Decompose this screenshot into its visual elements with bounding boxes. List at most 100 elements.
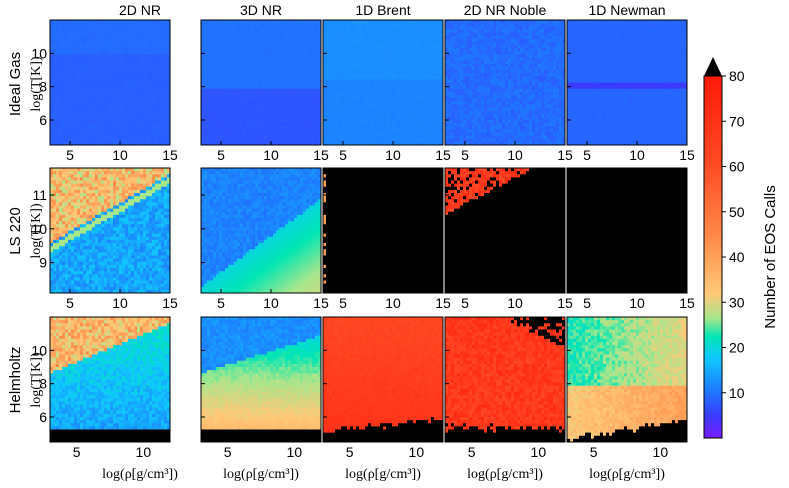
x-tick-label: 10 <box>287 444 303 460</box>
panel-frame <box>322 167 444 294</box>
panel-helmholtz-2d-nr: 5 10 6 8 10 <box>31 316 171 460</box>
x-tick-label: 15 <box>162 295 178 311</box>
panel-helmholtz-3d-nr: 5 10 <box>200 316 322 460</box>
x-axis-label-col3: log(ρ[g/cm³]) <box>345 467 421 482</box>
x-tick-label: 5 <box>346 444 354 460</box>
x-tick-label: 10 <box>263 147 279 163</box>
x-tick-label: 10 <box>385 147 401 163</box>
row-ylabel-helmholtz: log(T[K]) <box>29 352 44 408</box>
colorbar-tick-label: 60 <box>729 159 745 175</box>
y-tick-label: 9 <box>39 255 47 271</box>
column-title-2d-nr-noble: 2D NR Noble <box>464 2 547 18</box>
y-tick-label: 6 <box>39 409 47 425</box>
x-axis-label-col1: log(ρ[g/cm³]) <box>102 467 178 482</box>
x-tick-label: 5 <box>339 147 347 163</box>
x-tick-label: 15 <box>557 295 573 311</box>
row-label-ls220: LS 220 <box>7 207 24 255</box>
x-tick-label: 5 <box>590 444 598 460</box>
panel-helmholtz-1d-newman: 5 10 <box>566 316 688 460</box>
x-tick-label: 15 <box>679 147 695 163</box>
y-tick-label: 6 <box>39 112 47 128</box>
panel-ideal-gas-1d-newman: 5 10 15 <box>566 19 695 163</box>
y-tick-label: 8 <box>39 376 47 392</box>
panel-frame <box>566 19 688 146</box>
column-title-1d-brent: 1D Brent <box>355 2 410 18</box>
panel-frame <box>444 316 566 443</box>
panel-frame <box>49 167 171 294</box>
x-tick-label: 5 <box>583 295 591 311</box>
x-tick-label: 15 <box>435 147 451 163</box>
x-axis-label-col5: log(ρ[g/cm³]) <box>589 467 665 482</box>
panel-ls-220-1d-newman: 5 10 15 <box>566 167 695 311</box>
x-tick-label: 10 <box>112 147 128 163</box>
x-axis-label-col4: log(ρ[g/cm³]) <box>467 467 543 482</box>
panel-helmholtz-1d-brent: 5 10 <box>322 316 444 460</box>
column-title-1d-newman: 1D Newman <box>588 2 665 18</box>
panel-ls-220-3d-nr: 5 10 15 <box>200 167 329 311</box>
panel-frame <box>444 19 566 146</box>
x-tick-label: 10 <box>136 444 152 460</box>
panel-frame <box>566 316 688 443</box>
x-tick-label: 10 <box>409 444 425 460</box>
panel-frame <box>444 167 566 294</box>
x-tick-label: 10 <box>112 295 128 311</box>
x-tick-label: 10 <box>653 444 669 460</box>
x-tick-label: 10 <box>385 295 401 311</box>
panel-frame <box>200 19 322 146</box>
row-ylabel-ls220: log(T[K]) <box>29 203 44 259</box>
x-tick-label: 5 <box>468 444 476 460</box>
colorbar-tick-label: 70 <box>729 113 745 129</box>
panel-frame <box>200 316 322 443</box>
panel-ideal-gas-2d-nr-noble: 5 10 15 <box>444 19 573 163</box>
column-title-3d-nr: 3D NR <box>240 2 282 18</box>
x-tick-label: 15 <box>313 295 329 311</box>
panel-helmholtz-2d-nr-noble: 5 10 <box>444 316 566 460</box>
colorbar-tick-label: 20 <box>729 340 745 356</box>
colorbar: 10 20 30 40 50 60 70 80 Number of EOS Calls <box>703 57 779 439</box>
x-tick-label: 5 <box>66 295 74 311</box>
colorbar-tick-label: 30 <box>729 294 745 310</box>
panel-frame <box>322 316 444 443</box>
colorbar-tick-label: 10 <box>729 385 745 401</box>
y-tick-label: 10 <box>31 45 47 61</box>
x-tick-label: 15 <box>313 147 329 163</box>
panel-ls-220-2d-nr: 5 10 15 9 10 11 <box>31 167 178 311</box>
x-tick-label: 10 <box>629 295 645 311</box>
y-tick-label: 11 <box>32 187 47 203</box>
colorbar-gradient <box>703 75 723 439</box>
x-axis-label-col2: log(ρ[g/cm³]) <box>223 467 299 482</box>
panel-ls-220-2d-nr-noble: 5 10 15 <box>444 167 573 311</box>
x-tick-label: 5 <box>461 295 469 311</box>
x-tick-label: 5 <box>583 147 591 163</box>
row-label-ideal-gas: Ideal Gas <box>7 52 24 116</box>
y-tick-label: 8 <box>39 79 47 95</box>
colorbar-extend-arrow <box>704 57 722 76</box>
x-tick-label: 5 <box>339 295 347 311</box>
x-tick-label: 5 <box>217 147 225 163</box>
column-title-2d-nr: 2D NR <box>119 2 161 18</box>
x-tick-label: 10 <box>629 147 645 163</box>
x-tick-label: 15 <box>679 295 695 311</box>
colorbar-tick-label: 40 <box>729 249 745 265</box>
x-tick-label: 15 <box>557 147 573 163</box>
x-tick-label: 5 <box>224 444 232 460</box>
panel-ideal-gas-1d-brent: 5 10 15 <box>322 19 451 163</box>
x-tick-label: 5 <box>217 295 225 311</box>
x-tick-label: 15 <box>162 147 178 163</box>
y-tick-label: 10 <box>31 342 47 358</box>
x-tick-label: 5 <box>66 147 74 163</box>
x-tick-label: 5 <box>461 147 469 163</box>
row-ylabel-ideal-gas: log(T[K]) <box>29 56 44 112</box>
x-tick-label: 10 <box>507 295 523 311</box>
panel-ideal-gas-3d-nr: 5 10 15 <box>200 19 329 163</box>
y-tick-label: 10 <box>31 221 47 237</box>
x-tick-label: 10 <box>531 444 547 460</box>
panel-frame <box>49 316 171 443</box>
x-tick-label: 15 <box>435 295 451 311</box>
colorbar-label: Number of EOS Calls <box>762 185 779 328</box>
panel-frame <box>566 167 688 294</box>
row-label-helmholtz: Helmholtz <box>7 347 24 414</box>
colorbar-tick-label: 80 <box>729 68 745 84</box>
